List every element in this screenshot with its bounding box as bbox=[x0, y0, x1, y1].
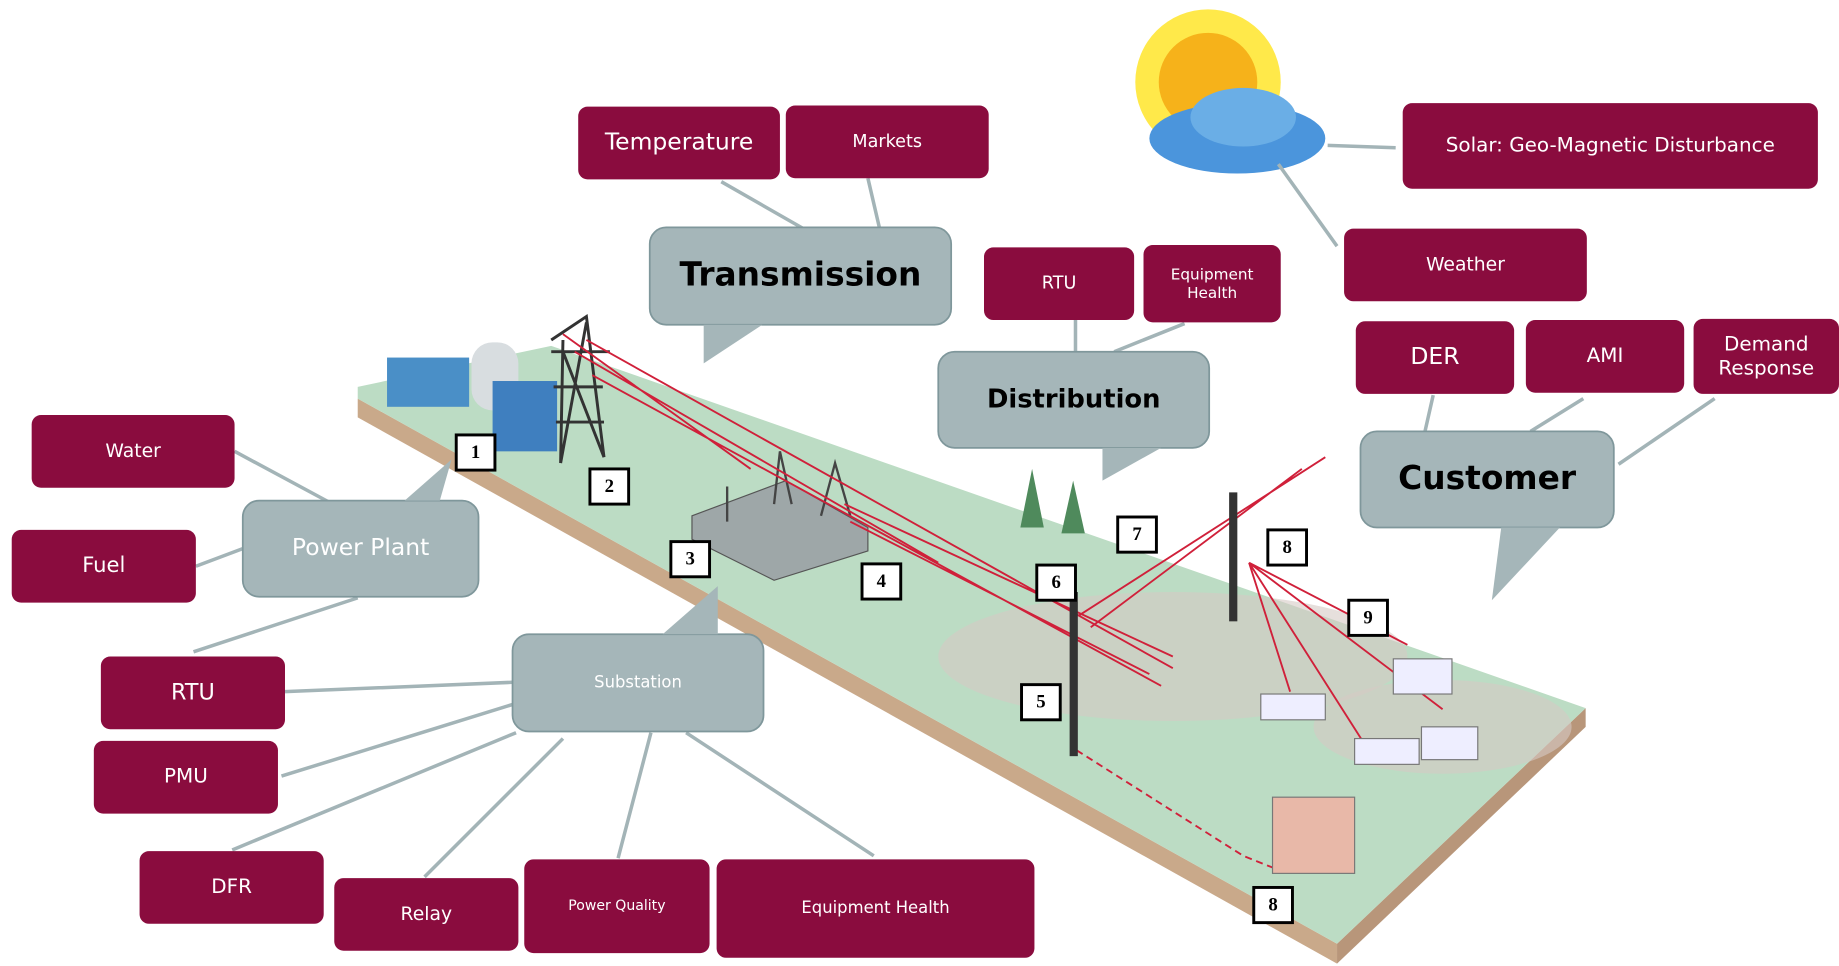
callout-tail bbox=[704, 325, 763, 364]
house bbox=[1355, 739, 1420, 765]
marker-number: 8 bbox=[1282, 537, 1291, 558]
label: DFR bbox=[211, 875, 252, 898]
plant-building bbox=[387, 358, 469, 407]
label: RTU bbox=[171, 679, 215, 705]
hospital bbox=[1273, 797, 1355, 873]
label: Fuel bbox=[82, 552, 125, 577]
label: Transmission bbox=[680, 256, 922, 294]
marker-number: 1 bbox=[471, 442, 480, 463]
label: Relay bbox=[401, 904, 453, 925]
marker-number: 4 bbox=[877, 571, 887, 592]
label: DER bbox=[1410, 342, 1459, 370]
label: Power Quality bbox=[568, 898, 665, 914]
house bbox=[1261, 694, 1326, 720]
marker-number: 7 bbox=[1132, 524, 1141, 545]
marker-number: 3 bbox=[686, 549, 695, 570]
callout-tail bbox=[1102, 448, 1161, 481]
diagram: Transmission Distribution Customer Power Pl… bbox=[0, 0, 1839, 966]
house bbox=[1393, 659, 1452, 694]
label: Distribution bbox=[987, 384, 1161, 414]
label: Markets bbox=[852, 132, 922, 152]
marker-number: 5 bbox=[1036, 692, 1045, 713]
label: Weather bbox=[1426, 254, 1505, 275]
marker-number: 2 bbox=[605, 476, 614, 497]
label: Substation bbox=[594, 672, 682, 691]
label: Temperature bbox=[604, 128, 754, 156]
label: Water bbox=[105, 441, 161, 462]
label: Customer bbox=[1398, 459, 1577, 497]
label: PMU bbox=[164, 765, 208, 788]
callout-tail bbox=[405, 460, 452, 501]
label: Solar: Geo-Magnetic Disturbance bbox=[1446, 133, 1775, 156]
cloud bbox=[1190, 88, 1296, 147]
marker-number: 6 bbox=[1051, 572, 1060, 593]
plant-building bbox=[493, 381, 558, 451]
marker-number: 9 bbox=[1363, 607, 1372, 628]
label: Power Plant bbox=[292, 533, 429, 561]
house bbox=[1421, 727, 1477, 760]
label: Equipment Health bbox=[801, 898, 949, 917]
callout-tail bbox=[1492, 528, 1560, 601]
pole bbox=[1229, 492, 1237, 621]
marker-number: 8 bbox=[1268, 895, 1277, 916]
pole bbox=[1070, 592, 1078, 756]
label: RTU bbox=[1042, 274, 1077, 294]
label: AMI bbox=[1587, 344, 1624, 367]
